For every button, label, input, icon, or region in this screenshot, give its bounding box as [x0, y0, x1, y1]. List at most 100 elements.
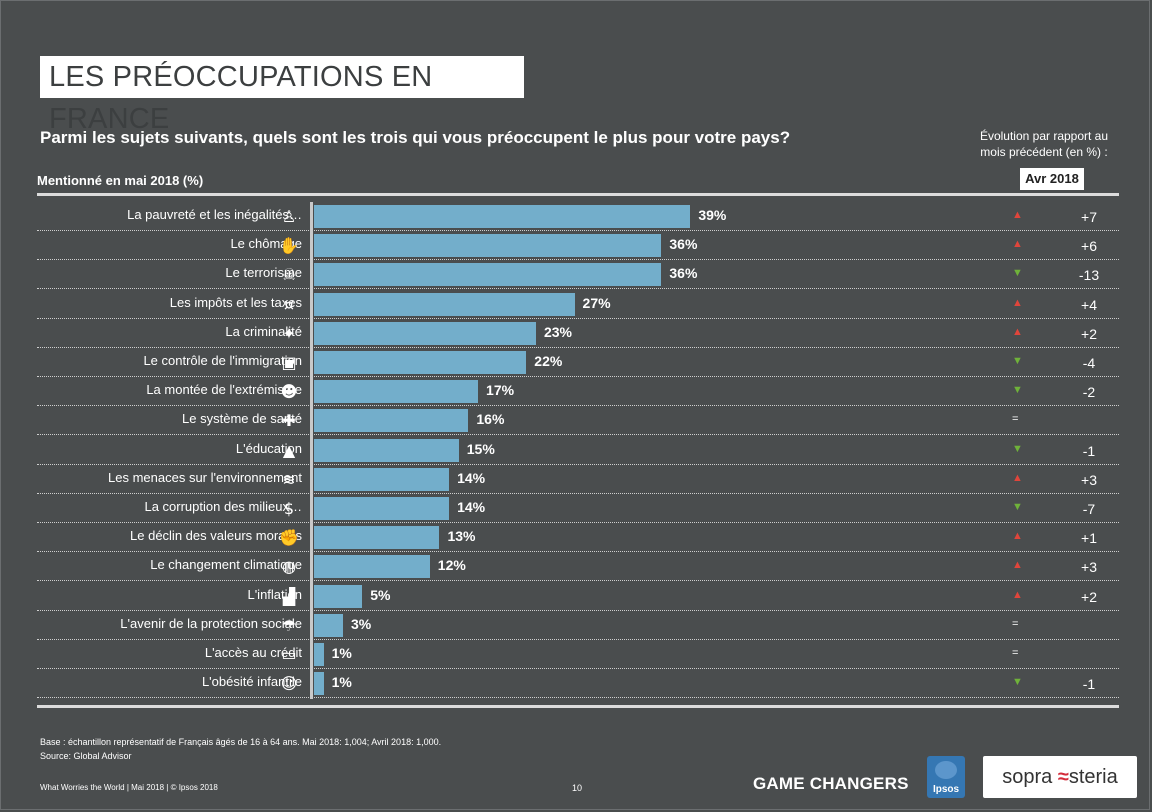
- data-bar: [314, 292, 575, 316]
- category-label: L'accès au crédit: [204, 645, 302, 660]
- evolution-value: +7: [1081, 209, 1097, 225]
- credit-card-icon: ▭: [277, 643, 301, 665]
- svg-text:≋: ≋: [282, 470, 295, 489]
- svg-text:✋: ✋: [279, 236, 299, 255]
- chart-row: L'inflation ▟ 5% ▲ +2: [37, 582, 1119, 611]
- trend-down-icon: ▼: [1012, 442, 1023, 455]
- data-bar: [314, 234, 662, 258]
- svg-text:☠: ☠: [282, 265, 296, 284]
- chart-subheading: Mentionné en mai 2018 (%): [37, 173, 204, 188]
- data-label: 27%: [582, 294, 611, 311]
- svg-text:▭: ▭: [281, 645, 296, 664]
- evolution-value: -1: [1082, 676, 1096, 693]
- data-label: 16%: [476, 411, 505, 428]
- chart-row: Les impôts et les taxes ¤ 27% ▲ +4: [37, 290, 1119, 319]
- trend-equal-icon: =: [1012, 617, 1019, 630]
- money-bill-icon: ¤: [277, 293, 301, 315]
- data-bar: [314, 555, 430, 579]
- category-label: Le contrôle de l'immigration: [143, 353, 302, 368]
- trend-equal-icon: =: [1012, 647, 1019, 659]
- data-label: 36%: [669, 236, 698, 253]
- data-bar: [314, 380, 479, 404]
- data-bar: [314, 643, 324, 666]
- ipsos-logo: Ipsos: [927, 756, 965, 798]
- chart-row: La corruption des milieux… $14% ▼ -7: [37, 494, 1119, 523]
- data-bar: [314, 497, 450, 520]
- bottom-rule: [37, 705, 1119, 708]
- chart-row: Le contrôle de l'immigration ▣ 22% ▼ -4: [37, 348, 1119, 377]
- svg-text:☻: ☻: [281, 382, 298, 401]
- trend-up-icon: ▲: [1012, 238, 1023, 251]
- suitcase-icon: ▣: [277, 351, 301, 373]
- evolution-value: +3: [1081, 471, 1097, 488]
- data-bar: [314, 526, 440, 550]
- evolution-value: -1: [1082, 442, 1096, 459]
- trend-down-icon: ▼: [1012, 676, 1023, 689]
- evolution-value: +1: [1081, 530, 1097, 547]
- category-label: L'obésité infantile: [201, 674, 302, 690]
- evolution-value: -2: [1082, 384, 1096, 401]
- data-label: 3%: [350, 615, 372, 632]
- svg-text:♙: ♙: [282, 207, 296, 226]
- data-label: 14%: [457, 499, 486, 515]
- nurse-cap-icon: ✚: [277, 409, 301, 431]
- chart-row: Les menaces sur l'environnement ≋ 14% ▲ +3: [37, 465, 1119, 494]
- chart-row: Le déclin des valeurs morales ✊ 13% ▲ +1: [37, 523, 1119, 553]
- category-label: Le système de santé: [182, 411, 302, 427]
- category-label: Le terrorisme: [225, 265, 302, 281]
- chart-row: Le changement climatique ◍ 12% ▲ +3: [37, 552, 1119, 582]
- evolution-heading: Évolution par rapport au mois précédent …: [964, 128, 1124, 160]
- data-label: 36%: [669, 265, 698, 282]
- trend-equal-icon: =: [1012, 413, 1019, 426]
- source-note: Source: Global Advisor: [40, 751, 132, 761]
- data-label: 1%: [331, 645, 352, 661]
- evolution-value: +6: [1081, 238, 1097, 255]
- trend-down-icon: ▼: [1012, 501, 1023, 513]
- sopra-logo-mark: ≈: [1057, 766, 1069, 788]
- sopra-steria-logo: sopra ≈steria: [983, 756, 1137, 798]
- category-label: Le chômage: [230, 236, 302, 252]
- svg-text:▟: ▟: [282, 587, 296, 606]
- trend-up-icon: ▲: [1012, 588, 1023, 601]
- category-label: Les menaces sur l'environnement: [108, 469, 302, 485]
- chart-row: L'éducation ▲ 15% ▼ -1: [37, 436, 1119, 465]
- ipsos-logo-text: Ipsos: [932, 784, 960, 795]
- revolver-icon: ✦: [277, 322, 301, 344]
- category-label: Les impôts et les taxes: [169, 294, 302, 310]
- category-label: L'inflation: [247, 586, 302, 602]
- svg-text:✚: ✚: [282, 411, 295, 430]
- chart-row: Le système de santé ✚ 16% =: [37, 406, 1119, 436]
- footer-text: What Worries the World | Mai 2018 | © Ip…: [40, 783, 218, 792]
- trend-down-icon: ▼: [1012, 355, 1023, 367]
- data-bar: [314, 613, 343, 637]
- skull-crossed-swords-icon: ☠: [277, 263, 301, 285]
- footnotes: Base : échantillon représentatif de Fran…: [40, 735, 441, 763]
- data-label: 5%: [370, 586, 391, 603]
- data-label: 1%: [331, 674, 352, 691]
- svg-text:☺: ☺: [281, 674, 298, 693]
- data-label: 23%: [543, 323, 572, 340]
- svg-text:◍: ◍: [282, 557, 296, 576]
- chart-row: La pauvreté et les inégalités… ♙ 39% ▲ +7: [37, 202, 1119, 231]
- category-label: La criminalité: [225, 323, 302, 339]
- category-label: La corruption des milieux…: [144, 499, 302, 514]
- steria-logo-text: steria: [1068, 766, 1118, 788]
- data-bar: [314, 438, 459, 462]
- game-changers-slogan: GAME CHANGERS: [753, 774, 909, 793]
- top-rule: [37, 193, 1119, 196]
- svg-text:¤: ¤: [284, 295, 294, 314]
- svg-text:▲: ▲: [283, 441, 296, 460]
- evolution-value: -13: [1078, 267, 1100, 284]
- svg-text:▣: ▣: [281, 353, 296, 372]
- data-bar: [314, 409, 469, 433]
- survey-question: Parmi les sujets suivants, quels sont le…: [40, 128, 791, 147]
- trend-up-icon: ▲: [1012, 325, 1023, 338]
- base-note: Base : échantillon représentatif de Fran…: [40, 737, 442, 747]
- data-label: 13%: [447, 528, 476, 545]
- chart-row: L'avenir de la protection sociale ☂ 3% =: [37, 611, 1119, 640]
- category-label: La montée de l'extrémisme: [146, 382, 302, 398]
- unemployed-person-icon: ✋: [277, 234, 301, 256]
- chart-row: La montée de l'extrémisme ☻ 17% ▼ -2: [37, 377, 1119, 407]
- data-bar: [314, 205, 691, 228]
- trend-up-icon: ▲: [1012, 296, 1023, 309]
